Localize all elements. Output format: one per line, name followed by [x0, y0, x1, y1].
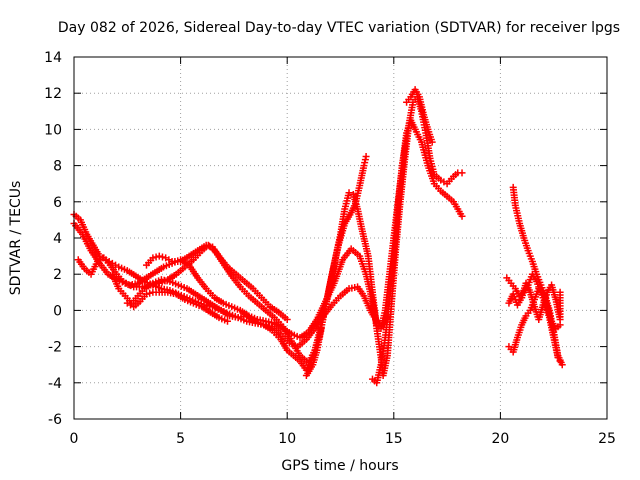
data-point: [155, 252, 163, 260]
data-point: [556, 288, 564, 296]
x-tick-label: 10: [278, 431, 296, 447]
x-tick-label: 25: [598, 431, 616, 447]
series-track-13: [505, 279, 564, 323]
x-tick-label: 5: [176, 431, 185, 447]
data-point: [458, 169, 466, 177]
x-tick-label: 0: [70, 431, 79, 447]
data-point: [317, 325, 325, 332]
grid-lines: [74, 57, 607, 419]
series-track-11: [509, 183, 566, 369]
data-point: [149, 254, 157, 262]
y-tick-label: 4: [53, 231, 62, 247]
y-tick-label: 6: [53, 195, 62, 211]
data-point: [224, 317, 232, 325]
x-axis-label: GPS time / hours: [281, 458, 398, 474]
series-track-8: [368, 134, 411, 387]
y-tick-label: 10: [44, 122, 62, 138]
x-tick-label: 20: [491, 431, 509, 447]
y-tick-label: 2: [53, 267, 62, 283]
data-point: [403, 134, 411, 142]
data-point: [142, 290, 150, 298]
series-track-9: [403, 86, 436, 146]
series-track-5: [123, 288, 232, 325]
data-point: [152, 253, 160, 261]
y-tick-label: -6: [48, 412, 62, 428]
data-point: [283, 315, 291, 323]
series-track-4: [108, 270, 391, 351]
chart-title: Day 082 of 2026, Sidereal Day-to-day VTE…: [58, 20, 620, 36]
y-tick-label: 8: [53, 159, 62, 175]
y-tick-label: 14: [44, 50, 62, 66]
x-tick-label: 15: [385, 431, 403, 447]
y-axis-label: SDTVAR / TECUs: [8, 181, 24, 296]
data-points: [70, 86, 566, 387]
y-tick-label: -2: [48, 340, 62, 356]
y-tick-label: 0: [53, 303, 62, 319]
axis-ticks: [73, 56, 608, 420]
data-point: [158, 253, 166, 261]
data-point: [558, 361, 566, 369]
data-point: [345, 189, 353, 197]
data-point: [362, 153, 370, 161]
data-point: [428, 138, 436, 146]
y-tick-label: -4: [48, 376, 62, 392]
data-point: [205, 242, 213, 250]
data-point: [458, 212, 466, 220]
y-tick-labels: -6 -4 -2 0 2 4 6 8 10 12 14: [44, 50, 62, 428]
data-point: [202, 241, 210, 249]
series-track-6: [142, 241, 291, 323]
plot-frame: [73, 56, 608, 420]
y-tick-label: 12: [44, 86, 62, 102]
x-tick-labels: 0 5 10 15 20 25: [70, 431, 616, 447]
series-track-7: [302, 325, 325, 380]
data-point: [146, 289, 154, 297]
